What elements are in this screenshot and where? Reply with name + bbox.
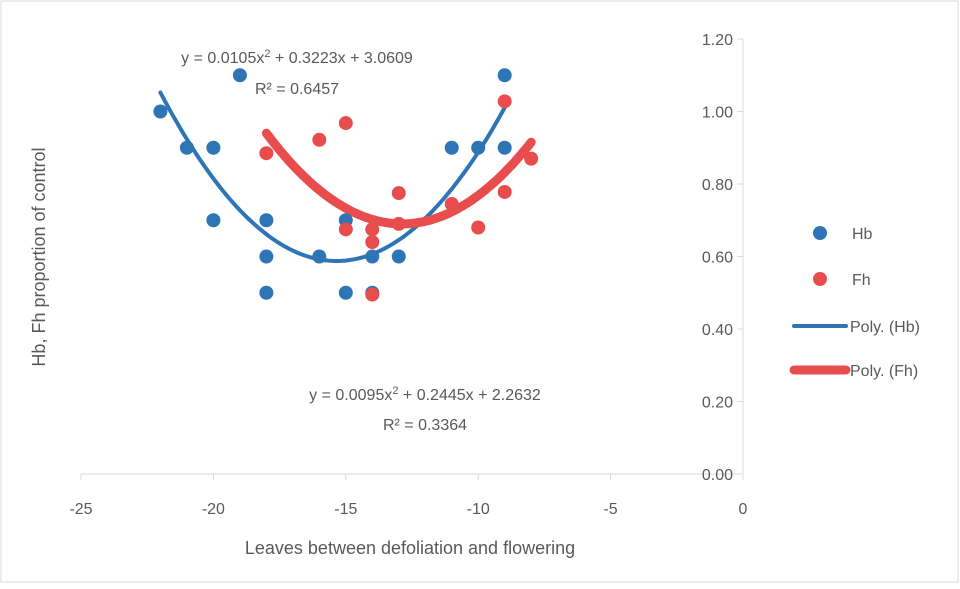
x-tick-label: 0: [739, 501, 748, 518]
x-tick-label: -15: [334, 501, 357, 518]
hb-point: [259, 285, 274, 300]
y-tick-label: 0.60: [702, 250, 733, 267]
hb-point: [259, 249, 274, 264]
hb-point: [206, 213, 221, 228]
fh-r-squared: R² = 0.3364: [383, 417, 467, 434]
hb-point: [259, 213, 274, 228]
hb-equation: y = 0.0105x2 + 0.3223x + 3.0609: [181, 48, 413, 67]
y-tick-label: 0.80: [702, 177, 733, 194]
hb-point: [391, 249, 406, 264]
data-points: [153, 68, 539, 302]
hb-point: [232, 68, 247, 83]
y-tick-label: 1.00: [702, 105, 733, 122]
y-axis-ticks: 0.00 0.20 0.40 0.60 0.80 1.00 1.20: [702, 32, 743, 484]
legend-marker-hb: [813, 226, 827, 240]
fh-point: [497, 94, 512, 109]
y-tick-label: 0.20: [702, 395, 733, 412]
trendline-poly-hb-: [158, 90, 507, 263]
fh-point: [338, 222, 353, 237]
fh-point: [391, 216, 406, 231]
x-axis-title: Leaves between defoliation and flowering: [245, 538, 575, 558]
hb-point: [471, 140, 486, 155]
fh-point: [524, 151, 539, 166]
hb-point: [206, 140, 221, 155]
fh-point: [471, 220, 486, 235]
y-axis-title: Hb, Fh proportion of control: [29, 147, 49, 366]
trendline-equations: y = 0.0105x2 + 0.3223x + 3.0609 R² = 0.6…: [181, 48, 541, 434]
fh-equation: y = 0.0095x2 + 0.2445x + 2.2632: [309, 385, 541, 404]
x-tick-label: -20: [202, 501, 225, 518]
fh-point: [312, 132, 327, 147]
fh-point: [444, 196, 459, 211]
hb-point: [179, 140, 194, 155]
fh-point: [365, 235, 380, 249]
hb-point: [444, 140, 459, 155]
legend-marker-fh: [813, 272, 827, 286]
legend-label: Poly. (Fh): [850, 363, 918, 380]
x-tick-label: -10: [467, 501, 490, 518]
y-tick-label: 0.00: [702, 467, 733, 484]
fh-point: [365, 287, 380, 302]
x-axis-ticks: -25 -20 -15 -10 -5 0: [69, 474, 748, 518]
hb-point: [497, 68, 512, 83]
legend-label: Fh: [852, 272, 871, 289]
y-tick-label: 1.20: [702, 32, 733, 49]
fh-point: [338, 116, 353, 131]
fh-point: [497, 184, 512, 199]
fh-point: [259, 146, 274, 161]
hb-r-squared: R² = 0.6457: [255, 81, 339, 98]
hb-point: [312, 249, 327, 264]
fh-point: [391, 186, 406, 201]
legend-label: Poly. (Hb): [850, 319, 920, 336]
hb-point: [497, 140, 512, 155]
legend-label: Hb: [852, 226, 873, 243]
hb-point: [338, 285, 353, 300]
legend: Hb Fh Poly. (Hb) Poly. (Fh): [789, 226, 920, 380]
hb-point: [365, 249, 380, 264]
y-tick-label: 0.40: [702, 322, 733, 339]
fh-point: [365, 222, 380, 237]
hb-point: [153, 104, 168, 119]
x-tick-label: -25: [69, 501, 92, 518]
x-tick-label: -5: [603, 501, 617, 518]
